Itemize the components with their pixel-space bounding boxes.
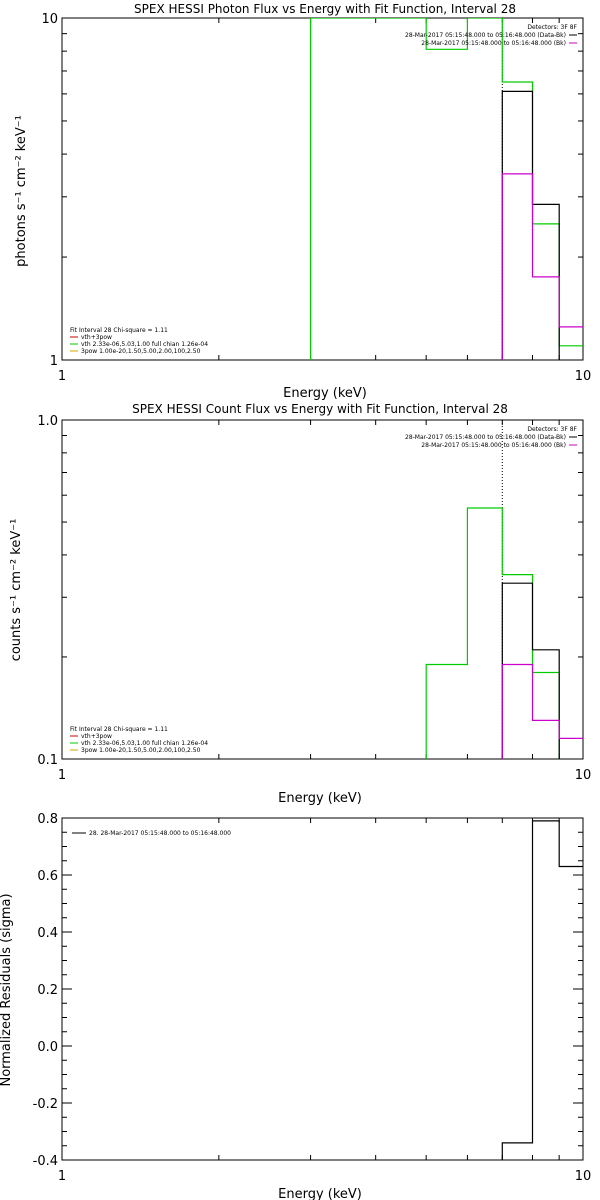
plot-frame <box>61 419 584 760</box>
x-axis-label: Energy (keV) <box>278 791 362 806</box>
legend-entry: 3pow 1.00e-20,1.50,5.00,2.00,100,2.50 <box>81 348 201 355</box>
panel-title: SPEX HESSI Photon Flux vs Energy with Fi… <box>134 2 516 16</box>
y-tick-label: -0.4 <box>33 1154 58 1169</box>
x-axis-label: Energy (keV) <box>283 386 367 401</box>
series-line-2 <box>501 173 583 360</box>
x-tick-label: 1 <box>58 768 66 783</box>
x-tick-label: 10 <box>575 1169 592 1184</box>
y-tick-label: 0.2 <box>37 983 58 998</box>
y-tick-label: 0.8 <box>37 812 58 827</box>
legend-entry: vth 2.33e-06,5.03,1.00 full chian 1.26e-… <box>81 341 208 348</box>
y-axis-label: Normalized Residuals (sigma) <box>0 893 14 1086</box>
y-tick-label: 0.0 <box>37 1040 58 1055</box>
legend-header: Detectors: 3F 8F <box>527 426 577 433</box>
y-tick-label: 0.4 <box>37 926 58 941</box>
legend-entry: 28-Mar-2017 05:15:48.000 to 05:16:48.000… <box>405 32 566 39</box>
series-line-0 <box>425 507 560 759</box>
legend-header: Detectors: 3F 8F <box>527 24 577 31</box>
y-axis-label: counts s⁻¹ cm⁻² keV⁻¹ <box>9 519 24 662</box>
x-tick-label: 1 <box>58 1169 66 1184</box>
series-line-0 <box>501 820 583 1160</box>
residuals-panel: Energy (keV) Normalized Residuals (sigma… <box>0 812 591 1200</box>
legend-header: Fit Interval 28 Chi-square = 1.11 <box>70 327 168 334</box>
series-line-1 <box>501 90 560 360</box>
y-tick-label: 10 <box>41 12 58 27</box>
legend-entry: vth 2.33e-06,5.03,1.00 full chian 1.26e-… <box>81 740 208 747</box>
series-line-2 <box>501 663 583 759</box>
y-tick-label: 1.0 <box>37 414 58 429</box>
legend-entry: vth+3pow <box>81 334 112 341</box>
x-tick-label: 10 <box>575 369 592 384</box>
y-tick-label: 1 <box>50 354 58 369</box>
series-line-0 <box>310 18 583 360</box>
plot-frame <box>61 817 584 1161</box>
count-flux-panel: SPEX HESSI Count Flux vs Energy with Fit… <box>9 402 591 806</box>
x-tick-label: 10 <box>575 768 592 783</box>
legend-entry: 28-Mar-2017 05:15:48.000 to 05:16:48.000… <box>405 434 566 441</box>
x-tick-label: 1 <box>58 369 66 384</box>
y-tick-label: 0.6 <box>37 869 58 884</box>
panel-title: SPEX HESSI Count Flux vs Energy with Fit… <box>132 402 508 416</box>
legend-entry: 28. 28-Mar-2017 05:15:48.000 to 05:16:48… <box>89 830 231 837</box>
legend-entry: vth+3pow <box>81 733 112 740</box>
legend-header: Fit Interval 28 Chi-square = 1.11 <box>70 726 168 733</box>
y-axis-label: photons s⁻¹ cm⁻² keV⁻¹ <box>14 115 29 267</box>
y-tick-label: -0.2 <box>33 1097 58 1112</box>
x-axis-label: Energy (keV) <box>278 1187 362 1200</box>
series-line-1 <box>501 582 560 759</box>
legend-entry: 3pow 1.00e-20,1.50,5.00,2.00,100,2.50 <box>81 747 201 754</box>
legend-entry: 28-Mar-2017 05:15:48.000 to 05:16:48.000… <box>421 442 566 449</box>
plot-frame <box>61 17 584 361</box>
y-tick-label: 0.1 <box>37 753 58 768</box>
photon-flux-panel: SPEX HESSI Photon Flux vs Energy with Fi… <box>14 2 591 401</box>
legend-entry: 28-Mar-2017 05:15:48.000 to 05:16:48.000… <box>421 40 566 47</box>
